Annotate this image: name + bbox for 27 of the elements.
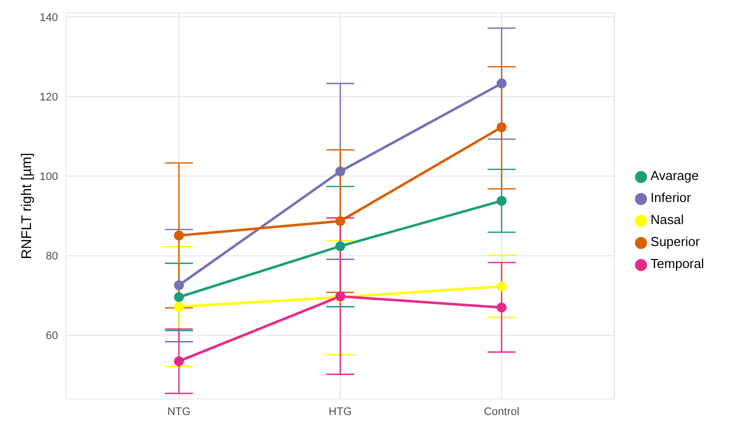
legend-label: Inferior: [650, 190, 691, 205]
point: [496, 196, 507, 206]
y-tick-label: 140: [40, 12, 58, 24]
point: [496, 78, 507, 88]
point: [335, 216, 346, 226]
point: [174, 302, 184, 312]
y-tick-label: 100: [40, 171, 58, 184]
legend-label: Avarage: [650, 168, 699, 183]
x-tick-label: NTG: [167, 406, 191, 418]
legend-label: Temporal: [650, 256, 704, 271]
point: [174, 230, 184, 240]
y-tick-label: 120: [40, 91, 58, 104]
x-tick-label: HTG: [328, 406, 352, 418]
legend-label: Superior: [650, 234, 700, 249]
point: [335, 166, 346, 176]
point: [174, 356, 184, 366]
point: [174, 292, 184, 302]
y-axis-title: RNFLT right [µm]: [18, 152, 34, 260]
point: [496, 281, 507, 292]
x-tick-label: Control: [484, 406, 520, 418]
point: [335, 241, 346, 252]
point: [174, 280, 184, 290]
point: [496, 122, 507, 132]
y-tick-label: 80: [46, 250, 58, 263]
point: [496, 302, 507, 312]
legend-label: Nasal: [650, 212, 684, 227]
y-tick-label: 60: [46, 330, 58, 342]
